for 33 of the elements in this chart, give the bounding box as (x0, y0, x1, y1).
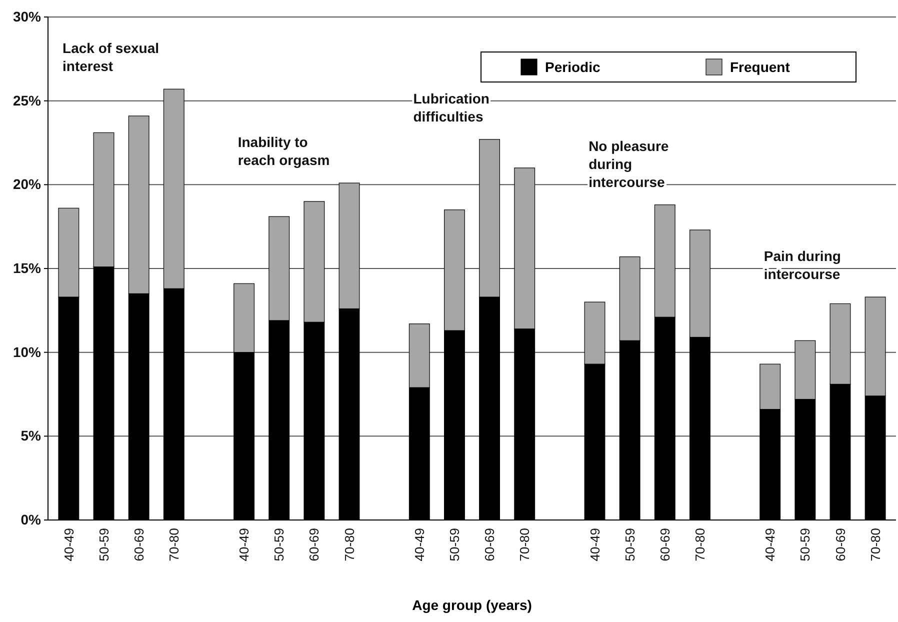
y-tick-label: 15% (12, 260, 42, 276)
y-tick-label: 10% (12, 344, 42, 360)
x-tick-label: 70-80 (342, 528, 357, 562)
legend-label: Periodic (545, 59, 600, 75)
annotation: Inability to reach orgasm (238, 134, 330, 168)
annotation: Pain during intercourse (764, 248, 841, 282)
x-tick-label: 60-69 (482, 528, 498, 562)
y-tick-label: 5% (20, 428, 42, 444)
y-tick-label: 25% (12, 92, 42, 108)
x-tick-label: 40-49 (412, 528, 427, 562)
x-tick-label: 60-69 (657, 528, 672, 562)
y-tick-label: 0% (20, 511, 42, 528)
x-tick-label: 50-59 (798, 528, 813, 562)
y-tick-label: 20% (12, 176, 42, 192)
x-tick-label: 70-80 (166, 528, 182, 562)
x-tick-label: 70-80 (868, 528, 883, 562)
x-tick-label: 60-69 (306, 528, 322, 562)
x-tick-label: 70-80 (517, 528, 532, 562)
x-tick-label: 70-80 (692, 528, 708, 562)
legend-label: Frequent (730, 59, 790, 75)
x-tick-label: 60-69 (832, 528, 848, 562)
x-tick-label: 40-49 (236, 528, 252, 562)
x-tick-label: 40-49 (762, 528, 778, 562)
x-tick-label: 50-59 (622, 528, 638, 562)
x-tick-label: 50-59 (272, 528, 287, 562)
y-tick-label: 30% (12, 8, 42, 24)
x-tick-label: 40-49 (587, 528, 602, 562)
x-tick-label: 50-59 (447, 528, 462, 562)
x-tick-label: 60-69 (131, 528, 146, 562)
annotation: Lack of sexual interest (62, 40, 160, 74)
x-tick-label: 50-59 (96, 528, 112, 562)
x-tick-label: 40-49 (61, 528, 76, 562)
x-axis-title: Age group (years) (412, 597, 532, 613)
